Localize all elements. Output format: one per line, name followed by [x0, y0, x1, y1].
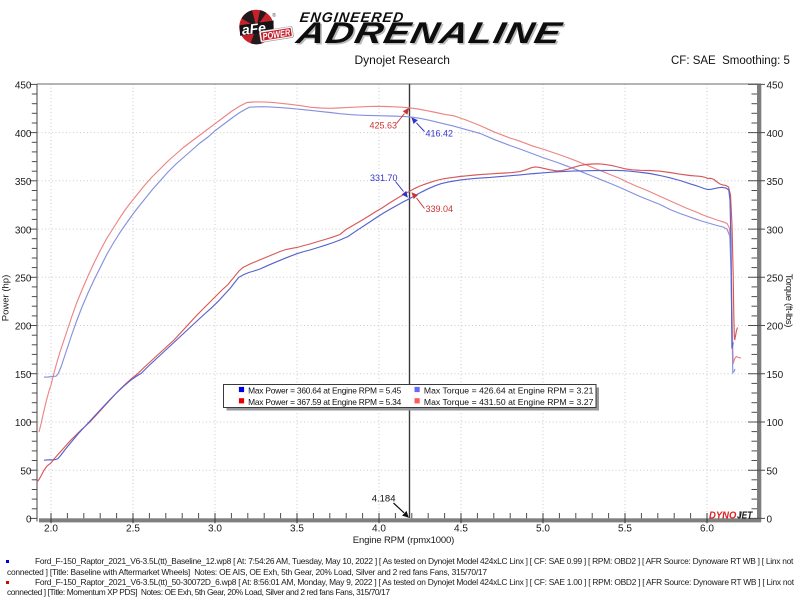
- svg-text:®: ®: [272, 12, 276, 19]
- svg-text:Max Power = 360.64 at Engine R: Max Power = 360.64 at Engine RPM = 5.45: [248, 386, 402, 396]
- svg-text:4.184: 4.184: [372, 494, 396, 505]
- svg-text:200: 200: [15, 322, 32, 333]
- svg-text:2.0: 2.0: [44, 524, 58, 535]
- svg-text:Max Torque = 431.50 at Engine: Max Torque = 431.50 at Engine RPM = 3.27: [424, 397, 594, 407]
- svg-text:450: 450: [767, 81, 784, 92]
- svg-text:4.5: 4.5: [454, 524, 468, 535]
- svg-text:4.0: 4.0: [372, 524, 386, 535]
- svg-text:450: 450: [15, 81, 32, 92]
- svg-text:150: 150: [767, 370, 784, 381]
- svg-text:0: 0: [767, 515, 773, 526]
- svg-text:339.04: 339.04: [426, 204, 454, 214]
- svg-text:Torque (ft-lbs): Torque (ft-lbs): [783, 274, 794, 328]
- svg-text:6.0: 6.0: [700, 524, 714, 535]
- svg-text:3.5: 3.5: [290, 524, 304, 535]
- svg-text:DYNO: DYNO: [709, 510, 736, 521]
- svg-text:300: 300: [15, 225, 32, 236]
- svg-text:2.5: 2.5: [126, 524, 140, 535]
- svg-text:300: 300: [767, 225, 784, 236]
- svg-text:5.0: 5.0: [536, 524, 550, 535]
- svg-text:Engine RPM (rpmx1000): Engine RPM (rpmx1000): [353, 535, 454, 546]
- svg-text:50: 50: [767, 466, 779, 477]
- svg-text:Max Power = 367.59 at Engine R: Max Power = 367.59 at Engine RPM = 5.34: [248, 397, 402, 407]
- svg-text:100: 100: [15, 418, 32, 429]
- svg-text:3.0: 3.0: [208, 524, 222, 535]
- svg-text:250: 250: [767, 274, 784, 285]
- svg-text:250: 250: [15, 274, 32, 285]
- svg-text:150: 150: [15, 370, 32, 381]
- svg-text:POWER: POWER: [262, 26, 291, 41]
- svg-text:0: 0: [26, 515, 32, 526]
- svg-text:350: 350: [15, 177, 32, 188]
- svg-text:400: 400: [15, 129, 32, 140]
- svg-text:400: 400: [767, 129, 784, 140]
- svg-text:416.42: 416.42: [426, 129, 454, 139]
- svg-text:425.63: 425.63: [369, 121, 397, 131]
- svg-text:Power (hp): Power (hp): [1, 275, 12, 321]
- svg-text:Max Torque = 426.64 at Engine: Max Torque = 426.64 at Engine RPM = 3.21: [424, 386, 594, 396]
- svg-text:5.5: 5.5: [618, 524, 632, 535]
- svg-text:100: 100: [767, 418, 784, 429]
- svg-text:200: 200: [767, 322, 784, 333]
- svg-text:JET: JET: [737, 510, 753, 521]
- svg-text:350: 350: [767, 177, 784, 188]
- svg-text:331.70: 331.70: [370, 173, 398, 183]
- svg-text:50: 50: [20, 466, 32, 477]
